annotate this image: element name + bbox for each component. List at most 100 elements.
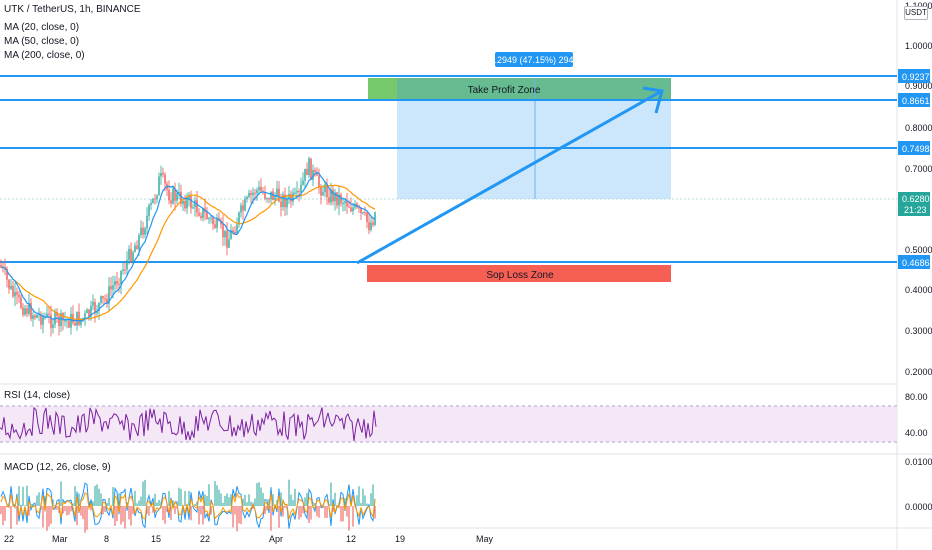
macd-bar (100, 493, 102, 506)
time-label: May (476, 534, 494, 544)
candle-body (106, 298, 108, 304)
macd-bar (262, 493, 264, 506)
macd-bar (330, 482, 332, 506)
stop-loss-label: Sop Loss Zone (486, 270, 554, 281)
take-profit-zone[interactable] (397, 78, 671, 100)
macd-bar (266, 506, 268, 511)
candle-body (96, 311, 98, 314)
candle-body (326, 184, 328, 198)
candle-body (256, 190, 258, 194)
macd-bar (228, 497, 230, 506)
macd-bar (62, 506, 64, 514)
take-profit-zone-handle[interactable] (368, 78, 397, 100)
macd-bar (158, 499, 160, 506)
candle-body (154, 198, 156, 200)
macd-bar (96, 484, 98, 506)
macd-bar (22, 486, 24, 506)
candle-body (250, 193, 252, 196)
candle-body (116, 280, 118, 285)
macd-bar (180, 488, 182, 506)
macd-bar (194, 503, 196, 506)
macd-bar (358, 486, 360, 506)
macd-bar (278, 506, 280, 528)
macd-bar (86, 506, 88, 530)
time-label: Mar (52, 534, 68, 544)
candle-body (20, 297, 22, 308)
candle-body (224, 230, 226, 238)
profit-projection-box[interactable] (397, 100, 671, 199)
candle-body (78, 311, 80, 325)
candle-body (234, 231, 236, 234)
macd-bar (162, 506, 164, 521)
time-label: 22 (200, 534, 210, 544)
candle-body (26, 308, 28, 314)
candle-body (194, 200, 196, 208)
candle-body (324, 184, 326, 193)
candle-body (70, 314, 72, 328)
candle-body (286, 198, 288, 208)
macd-bar (216, 485, 218, 506)
macd-bar (118, 493, 120, 506)
symbol-title[interactable]: UTK / TetherUS, 1h, BINANCE (4, 4, 141, 15)
macd-bar (10, 506, 12, 529)
ma20-legend[interactable]: MA (20, close, 0) (4, 22, 80, 33)
candle-body (118, 284, 120, 286)
candle-body (12, 285, 14, 297)
ma50-legend[interactable]: MA (50, close, 0) (4, 36, 80, 47)
candle-body (60, 312, 62, 326)
candlestick-series[interactable] (0, 156, 376, 337)
macd-bar (126, 502, 128, 506)
macd-bar (316, 506, 318, 517)
candle-body (236, 224, 238, 234)
macd-bar (164, 506, 166, 524)
macd-bar (108, 498, 110, 506)
macd-bar (30, 503, 32, 506)
candle-body (196, 200, 198, 213)
candle-body (190, 195, 192, 209)
macd-bar (222, 502, 224, 506)
candle-body (348, 206, 350, 208)
ma200-legend[interactable]: MA (200, close, 0) (4, 50, 85, 61)
candle-body (180, 191, 182, 204)
macd-bar (28, 506, 30, 516)
candle-body (270, 191, 272, 200)
macd-bar (244, 494, 246, 506)
candle-body (168, 189, 170, 201)
rsi-legend[interactable]: RSI (14, close) (4, 390, 71, 401)
candle-body (258, 186, 260, 191)
stop-loss-zone[interactable] (367, 265, 671, 282)
macd-bar (156, 502, 158, 506)
candle-body (124, 269, 126, 271)
macd-bar (102, 506, 104, 515)
macd-bar (104, 506, 106, 512)
candle-body (314, 170, 316, 173)
candle-body (134, 245, 136, 253)
candle-body (156, 195, 158, 200)
macd-legend[interactable]: MACD (12, 26, close, 9) (4, 462, 111, 473)
macd-bar (12, 506, 14, 507)
candle-body (136, 245, 138, 250)
take-profit-label: Take Profit Zone (468, 85, 541, 96)
price-tag (898, 69, 930, 83)
trend-arrow-line[interactable] (356, 90, 661, 265)
price-tick: 0.8000 (905, 123, 932, 133)
candle-body (282, 194, 284, 208)
macd-bar (268, 499, 270, 506)
time-label: 22 (4, 534, 14, 544)
macd-bar (112, 487, 114, 506)
macd-bar (52, 499, 54, 506)
macd-bar (120, 506, 122, 525)
price-tag-text: 0.7498 (902, 144, 930, 154)
currency-badge[interactable]: USDT (904, 6, 928, 20)
time-label: Apr (269, 534, 283, 544)
macd-bar (344, 497, 346, 506)
candle-body (182, 200, 184, 204)
price-tag (898, 141, 930, 155)
candle-body (334, 192, 336, 202)
candle-body (360, 208, 362, 214)
time-label: 15 (151, 534, 161, 544)
macd-bar (154, 493, 156, 506)
macd-bar (106, 502, 108, 506)
macd-bar (360, 503, 362, 506)
